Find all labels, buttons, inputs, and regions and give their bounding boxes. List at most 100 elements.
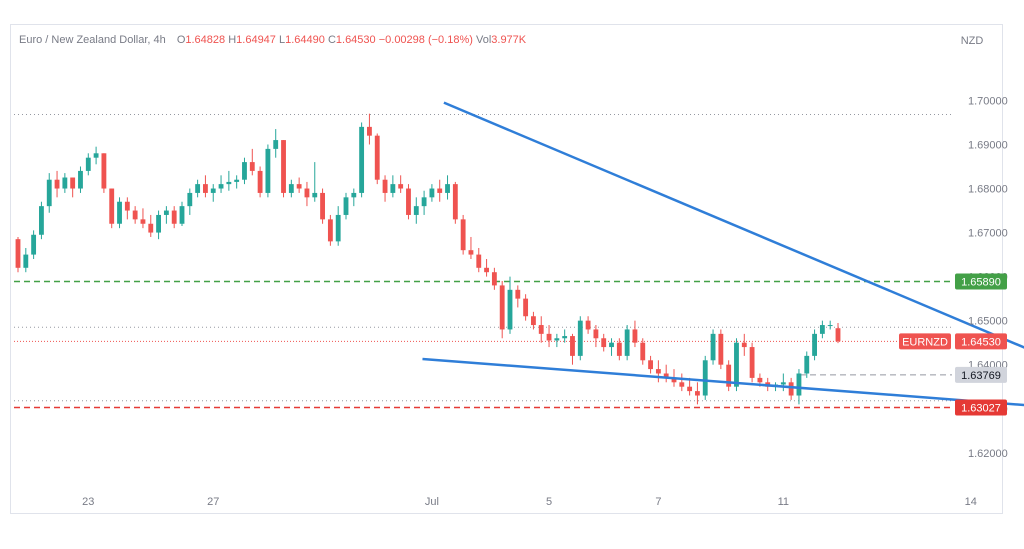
candle xyxy=(187,188,193,215)
candle xyxy=(640,338,646,365)
candle-body xyxy=(632,329,638,343)
candle xyxy=(132,206,138,224)
candle-body xyxy=(577,320,583,356)
candle xyxy=(523,294,529,321)
candle xyxy=(421,190,427,215)
candle-body xyxy=(507,289,513,330)
candle-body xyxy=(780,382,786,385)
candle xyxy=(156,210,161,240)
candle-body xyxy=(296,184,302,189)
candle-body xyxy=(679,382,685,387)
low-value: 1.64490 xyxy=(285,34,325,46)
x-tick-label: 23 xyxy=(82,496,94,508)
candle xyxy=(257,166,263,198)
candle-body xyxy=(257,170,263,193)
candle-body xyxy=(234,179,240,182)
volume-label: Vol xyxy=(475,34,492,46)
candle xyxy=(648,355,653,374)
candle-body xyxy=(265,148,271,193)
candle-body xyxy=(281,140,286,193)
candle xyxy=(585,316,591,334)
candle xyxy=(281,140,286,198)
candle xyxy=(288,179,294,198)
candle-body xyxy=(93,153,99,158)
candle-body xyxy=(156,214,161,233)
candle-body xyxy=(351,192,357,198)
candle-body xyxy=(367,126,372,136)
candle-body xyxy=(132,210,138,220)
candle-body xyxy=(648,360,653,370)
symbol-tag-bg xyxy=(899,333,951,350)
candle xyxy=(335,206,341,246)
candle xyxy=(710,329,716,365)
y-tick-label: 1.70000 xyxy=(968,95,1008,107)
candle-body xyxy=(398,184,404,189)
candle-body xyxy=(491,272,497,286)
candle xyxy=(429,184,435,202)
candle-body xyxy=(585,320,591,330)
candle xyxy=(265,144,271,198)
candle-body xyxy=(468,250,474,255)
candle xyxy=(452,181,458,224)
candle-body xyxy=(210,188,216,193)
price-axis: NZD 1.700001.690001.680001.670001.660001… xyxy=(961,35,1008,460)
candle-body xyxy=(374,135,380,180)
candle xyxy=(46,173,52,213)
x-tick-label: 14 xyxy=(965,496,977,508)
candle xyxy=(327,214,333,246)
candle-body xyxy=(788,382,794,396)
candle xyxy=(695,382,700,405)
volume-value: 3.977K xyxy=(491,34,527,46)
candle xyxy=(562,329,568,343)
low-label: L xyxy=(278,34,286,46)
candle xyxy=(687,377,693,396)
candle-body xyxy=(601,338,607,348)
candle xyxy=(437,179,443,202)
change-value: −0.00298 (−0.18%) xyxy=(378,34,473,46)
candle xyxy=(23,247,29,273)
candle xyxy=(632,320,638,348)
candle-body xyxy=(288,184,294,193)
y-tick-label: 1.67000 xyxy=(968,228,1008,240)
candle xyxy=(679,373,685,392)
candle xyxy=(249,148,255,176)
candle-body xyxy=(757,377,763,383)
price-tags: 1.65890 1.63027 1.64530 1.63769 EURNZD xyxy=(899,273,1007,416)
candle-body xyxy=(406,188,411,215)
candle xyxy=(390,175,396,198)
candle-body xyxy=(187,192,193,207)
x-tick-label: 5 xyxy=(546,496,552,508)
candle xyxy=(780,373,786,392)
candle xyxy=(460,214,466,255)
candle xyxy=(124,197,130,220)
candle-body xyxy=(445,184,450,193)
crosshair-price-tag-bg xyxy=(955,366,1007,383)
ohlc-legend: Euro / New Zealand Dollar, 4h O1.64828 H… xyxy=(19,34,526,46)
candle-body xyxy=(109,188,115,224)
candle-body xyxy=(835,328,841,342)
candle-body xyxy=(78,170,83,189)
candle-body xyxy=(203,184,208,193)
high-value: 1.64947 xyxy=(236,34,276,46)
candle-body xyxy=(796,373,802,396)
candle xyxy=(570,333,575,365)
high-label: H xyxy=(228,34,237,46)
candle-body xyxy=(85,157,91,171)
candle-body xyxy=(421,197,427,207)
x-tick-label: 7 xyxy=(655,496,661,508)
open-value: 1.64828 xyxy=(185,34,226,46)
candle xyxy=(320,188,325,224)
candle-body xyxy=(327,219,333,242)
candle xyxy=(234,175,240,189)
candle-body xyxy=(609,342,614,348)
upper-trendline xyxy=(443,101,1024,349)
candle-body xyxy=(101,153,107,189)
y-tick-label: 1.62000 xyxy=(968,448,1008,460)
candle-body xyxy=(484,267,489,273)
candle xyxy=(312,162,318,202)
candle xyxy=(804,351,810,378)
candle-body xyxy=(499,285,505,330)
candle xyxy=(468,236,474,259)
candle xyxy=(406,184,411,220)
